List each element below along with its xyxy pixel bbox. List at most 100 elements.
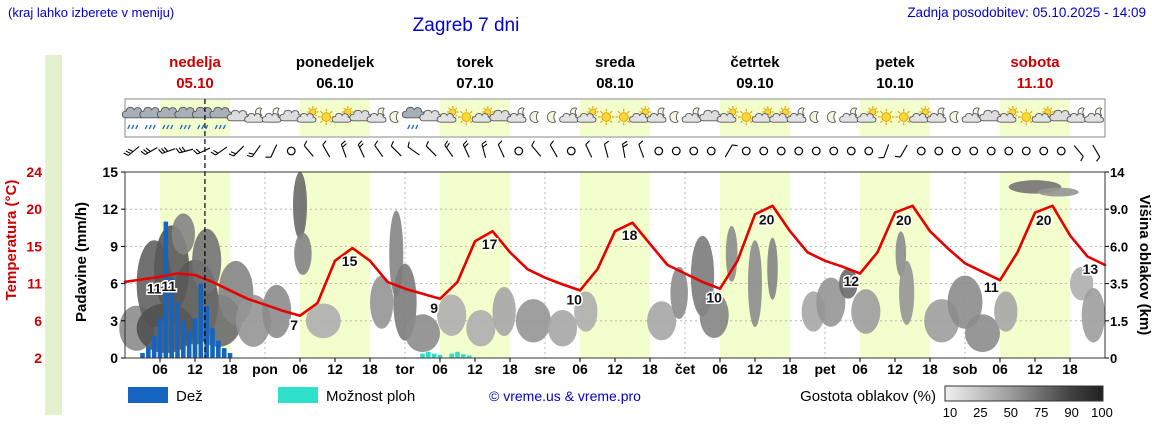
- day-name: ponedeljek: [296, 54, 375, 71]
- cloud-icon-shape: [366, 112, 387, 123]
- wind-barb-icon: [193, 147, 211, 155]
- sun-ray: [875, 107, 878, 110]
- sun-ray: [907, 110, 910, 114]
- sun-ray: [350, 107, 353, 110]
- time-tick-label: 18: [502, 361, 518, 377]
- sun-ray: [647, 114, 650, 117]
- sun-ray: [907, 120, 910, 124]
- sun-weather-icon: [318, 108, 335, 126]
- sun-ray: [609, 110, 613, 114]
- moon-weather-icon: [826, 111, 837, 123]
- sun-ray: [455, 107, 458, 110]
- wind-barb-icon: [265, 144, 278, 158]
- rain-bar: [175, 302, 180, 358]
- cloud-blob: [670, 266, 688, 319]
- cloud-blob: [574, 291, 598, 332]
- cloud-blob: [748, 240, 762, 327]
- cloud-blob: [767, 237, 778, 300]
- wind-barb-icon: [549, 140, 558, 158]
- partly-sun-weather-icon: [1031, 106, 1054, 123]
- sun-ray: [749, 110, 753, 114]
- sun-weather-icon: [1018, 108, 1035, 126]
- sun-disc: [321, 112, 332, 122]
- raindrop: [127, 124, 131, 130]
- showers-legend-swatch: [278, 387, 318, 403]
- wind-barb-icon: [210, 146, 228, 156]
- sun-ray: [1029, 120, 1033, 124]
- wind-barb-icon: [894, 144, 908, 158]
- sun-ray: [927, 107, 930, 110]
- temperature-value-label: 20: [896, 212, 912, 228]
- moon-crescent: [669, 111, 679, 123]
- wind-barb-icon: [158, 146, 176, 154]
- time-tick-label: 06: [852, 361, 868, 377]
- raindrop: [179, 124, 183, 130]
- sun-ray: [483, 107, 486, 110]
- day-name: sreda: [595, 54, 636, 71]
- weather-icon-row: [121, 98, 1106, 138]
- partly-sun-weather-icon: [716, 106, 739, 123]
- partly-sun-weather-icon: [751, 106, 774, 123]
- cloud-blob: [235, 294, 271, 347]
- moon-crescent: [809, 111, 819, 123]
- partly-moon-weather-icon: [646, 107, 667, 123]
- raindrop: [197, 124, 201, 130]
- sun-ray: [627, 120, 630, 124]
- cloud-icon-shape: [1084, 112, 1104, 123]
- location-hint: (kraj lahko izberete v meniju): [8, 5, 174, 20]
- cloud-blob: [466, 309, 496, 347]
- rain-legend-label: Dež: [176, 388, 203, 405]
- temperature-value-label: 10: [566, 291, 582, 307]
- sun-weather-icon: [895, 108, 912, 126]
- sun-ray: [735, 107, 738, 110]
- wind-barb-icon: [425, 140, 437, 157]
- cloud-blob: [839, 268, 858, 299]
- wind-barb-icon: [481, 140, 488, 158]
- cloud-blob: [1037, 187, 1079, 197]
- cloud-blob: [1081, 287, 1106, 343]
- sun-ray: [640, 107, 643, 110]
- cloud-icon-shape: [646, 112, 667, 123]
- sun-ray: [308, 107, 311, 110]
- day-date: 10.10: [876, 75, 914, 92]
- calm-wind-icon: [1021, 146, 1031, 156]
- sun-ray: [763, 107, 766, 110]
- partly-sun-weather-icon: [296, 106, 319, 123]
- density-tick-label: 75: [1034, 405, 1048, 420]
- wind-barb-icon: [246, 144, 261, 158]
- moon-weather-icon: [546, 111, 557, 123]
- time-tick-label: 06: [432, 361, 448, 377]
- raindrop: [411, 124, 415, 130]
- wind-barb-icon: [228, 145, 245, 157]
- shower-bar: [431, 353, 437, 358]
- precipitation-tick-label: 3: [110, 313, 118, 329]
- sun-disc: [601, 112, 612, 122]
- time-tick-label: 12: [187, 361, 203, 377]
- calm-wind-icon: [1004, 146, 1014, 156]
- calm-wind-icon: [776, 146, 786, 156]
- density-tick-label: 50: [1004, 405, 1018, 420]
- density-tick-label: 25: [973, 405, 987, 420]
- partly-sun-weather-icon: [769, 106, 792, 123]
- density-tick-label: 100: [1091, 405, 1113, 420]
- wind-barb-icon: [638, 140, 645, 158]
- sun-ray: [927, 114, 930, 117]
- calm-wind-icon: [986, 146, 996, 156]
- partly-moon-weather-icon: [1066, 107, 1087, 123]
- sun-ray: [600, 120, 603, 124]
- raindrop: [152, 124, 156, 130]
- copyright-link[interactable]: © vreme.us & vreme.pro: [489, 388, 641, 404]
- time-tick-label: 18: [362, 361, 378, 377]
- sun-ray: [770, 107, 773, 110]
- sun-ray: [1050, 107, 1053, 110]
- cloud-blob: [899, 260, 915, 325]
- rain-bar: [221, 348, 227, 358]
- day-abbr-label: sre: [534, 361, 555, 377]
- temperature-value-label: 17: [482, 236, 498, 252]
- wind-barb-icon: [140, 147, 158, 155]
- time-tick-label: 12: [887, 361, 903, 377]
- rain-bar: [181, 320, 186, 358]
- sun-disc: [881, 112, 892, 122]
- sun-ray: [609, 120, 613, 124]
